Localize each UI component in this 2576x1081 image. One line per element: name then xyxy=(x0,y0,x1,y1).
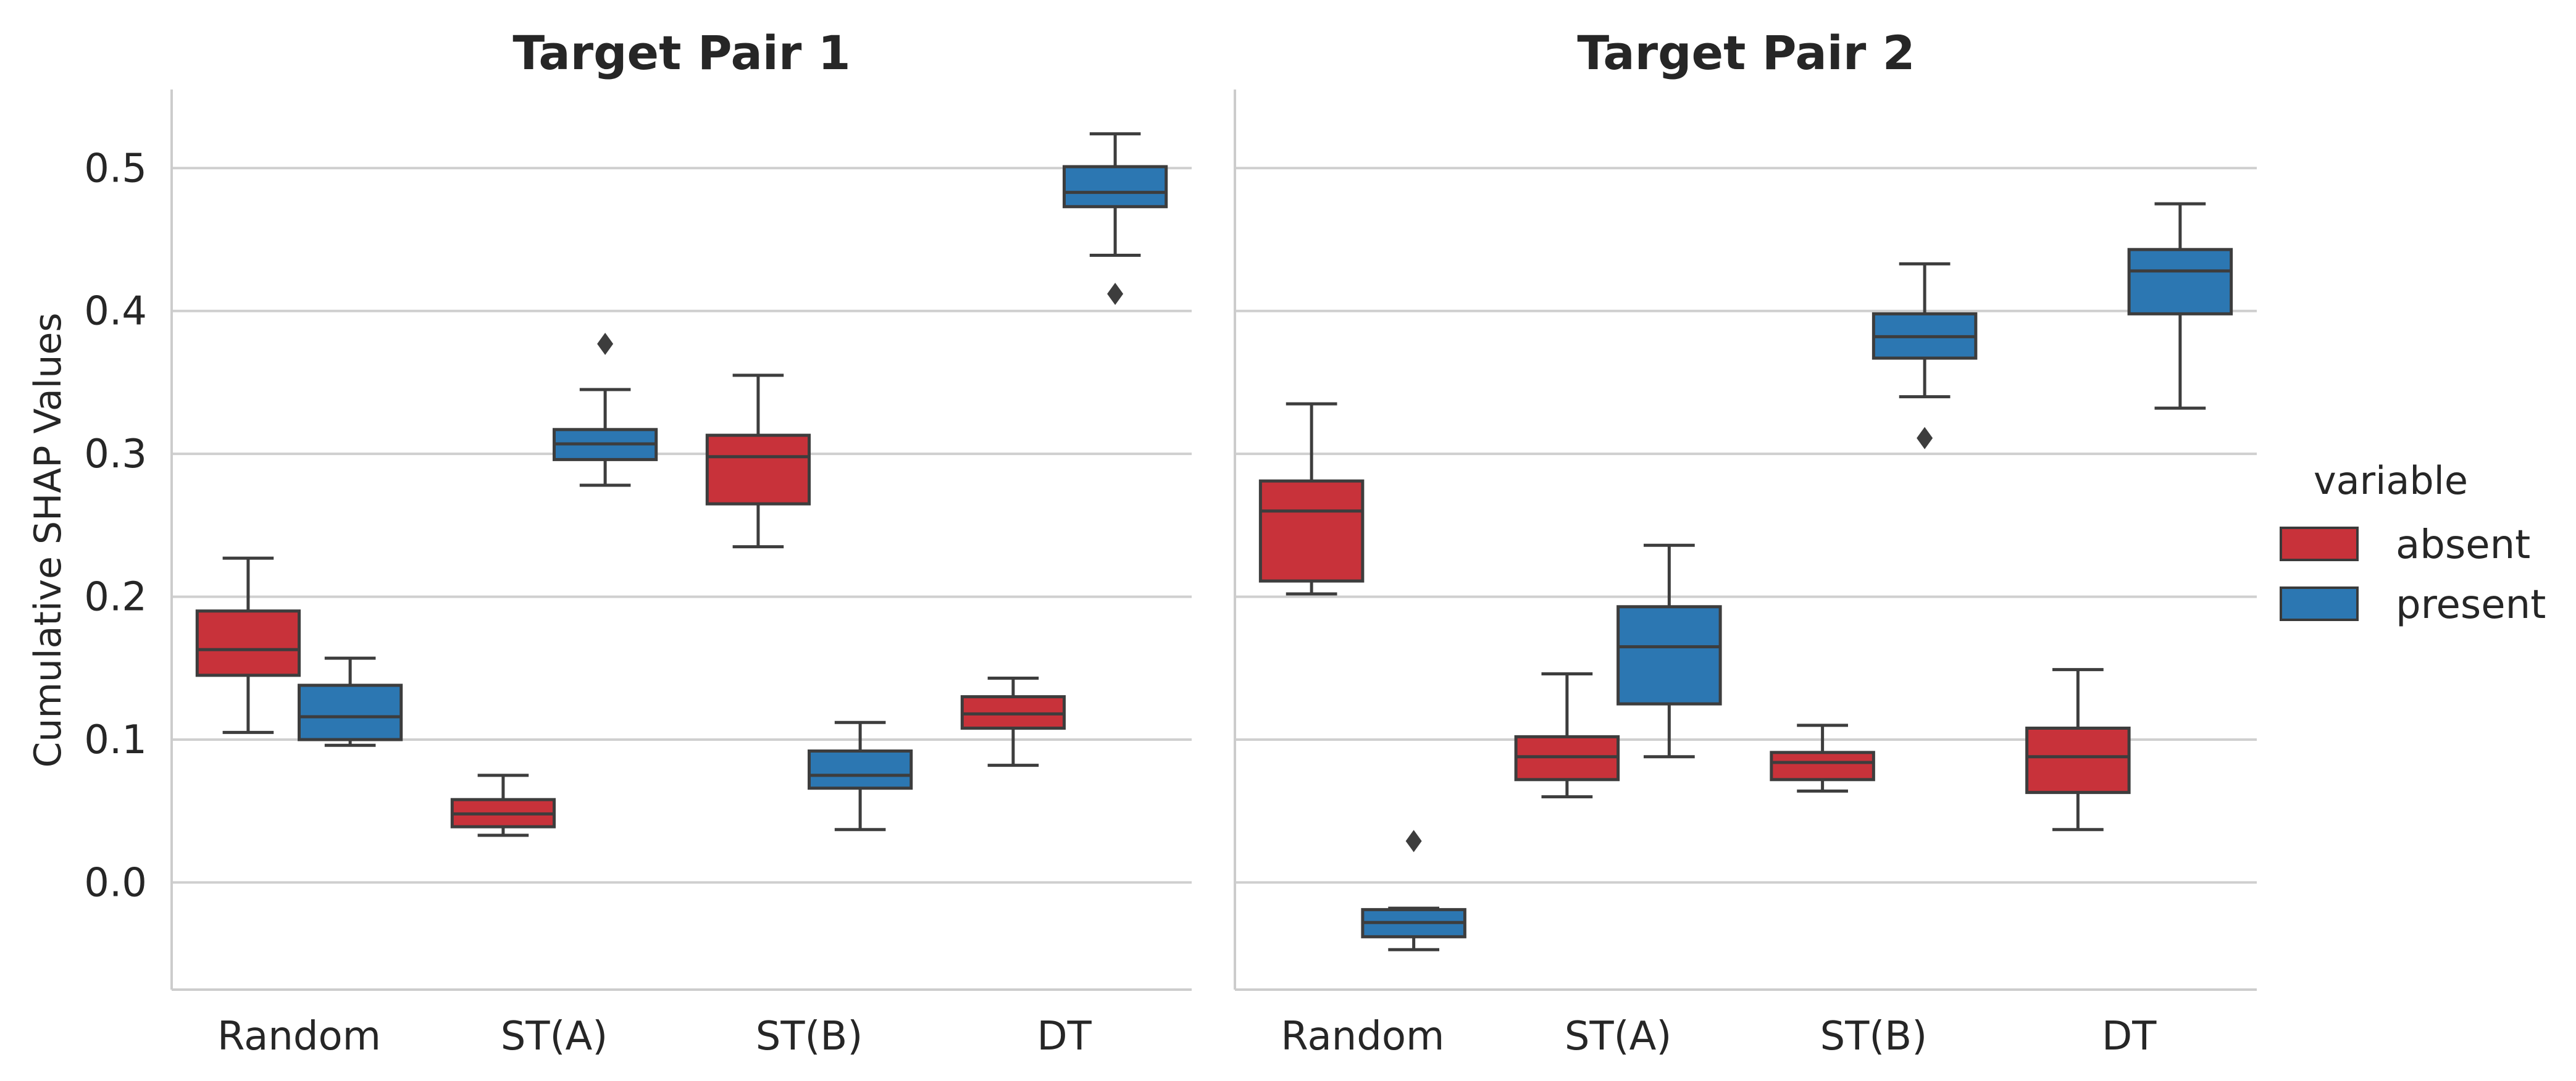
y-tick-label-5: 0.5 xyxy=(84,146,147,191)
panel-2-x-tick-label-2: ST(B) xyxy=(1820,1014,1928,1059)
panel-2-present-dt-box xyxy=(2127,248,2233,315)
panel-1-title: Target Pair 1 xyxy=(512,25,850,80)
y-tick-label-2: 0.2 xyxy=(84,575,147,620)
panel-1-present-dt-box xyxy=(1063,165,1168,209)
panel-1-x-tick-label-3: DT xyxy=(1037,1014,1092,1059)
panel-1-absent-random-box xyxy=(195,609,301,677)
y-tick-label-1: 0.1 xyxy=(84,717,147,763)
legend-label-present: present xyxy=(2396,582,2546,628)
panel-1-x-tick-label-1: ST(A) xyxy=(501,1014,608,1059)
panel-1-present-sta-outlier-0 xyxy=(597,332,614,355)
y-axis-label: Cumulative SHAP Values xyxy=(27,312,70,767)
panel-2-present-random-outlier-0 xyxy=(1405,830,1422,853)
panel-2-present-sta-box xyxy=(1616,605,1722,706)
y-tick-label-3: 0.3 xyxy=(84,432,147,477)
panel-2-absent-stb-box xyxy=(1770,751,1875,782)
panel-2-x-tick-label-1: ST(A) xyxy=(1565,1014,1671,1059)
panel-2-title: Target Pair 2 xyxy=(1577,25,1915,80)
panel-1-present-dt-outlier-0 xyxy=(1107,282,1124,305)
panel-2-present-stb-outlier-0 xyxy=(1917,427,1933,449)
panel-2-absent-dt-box xyxy=(2025,726,2131,795)
legend-title: variable xyxy=(2314,458,2468,503)
y-tick-label-0: 0.0 xyxy=(84,860,147,906)
y-tick-label-4: 0.4 xyxy=(84,289,147,335)
panel-2-absent-random-box xyxy=(1258,479,1365,583)
panel-2-x-tick-label-3: DT xyxy=(2102,1014,2157,1059)
panel-1-x-tick-label-0: Random xyxy=(217,1014,381,1059)
panel-2-x-tick-label-0: Random xyxy=(1281,1014,1444,1059)
legend-swatch-absent xyxy=(2280,527,2359,561)
panel-1-present-stb-box xyxy=(808,749,913,790)
panel-1-present-random-box xyxy=(298,683,403,741)
legend-swatch-present xyxy=(2280,586,2359,621)
panel-1-x-tick-label-2: ST(B) xyxy=(756,1014,863,1059)
legend-label-absent: absent xyxy=(2396,522,2530,568)
panel-1-absent-stb-box xyxy=(705,433,811,506)
